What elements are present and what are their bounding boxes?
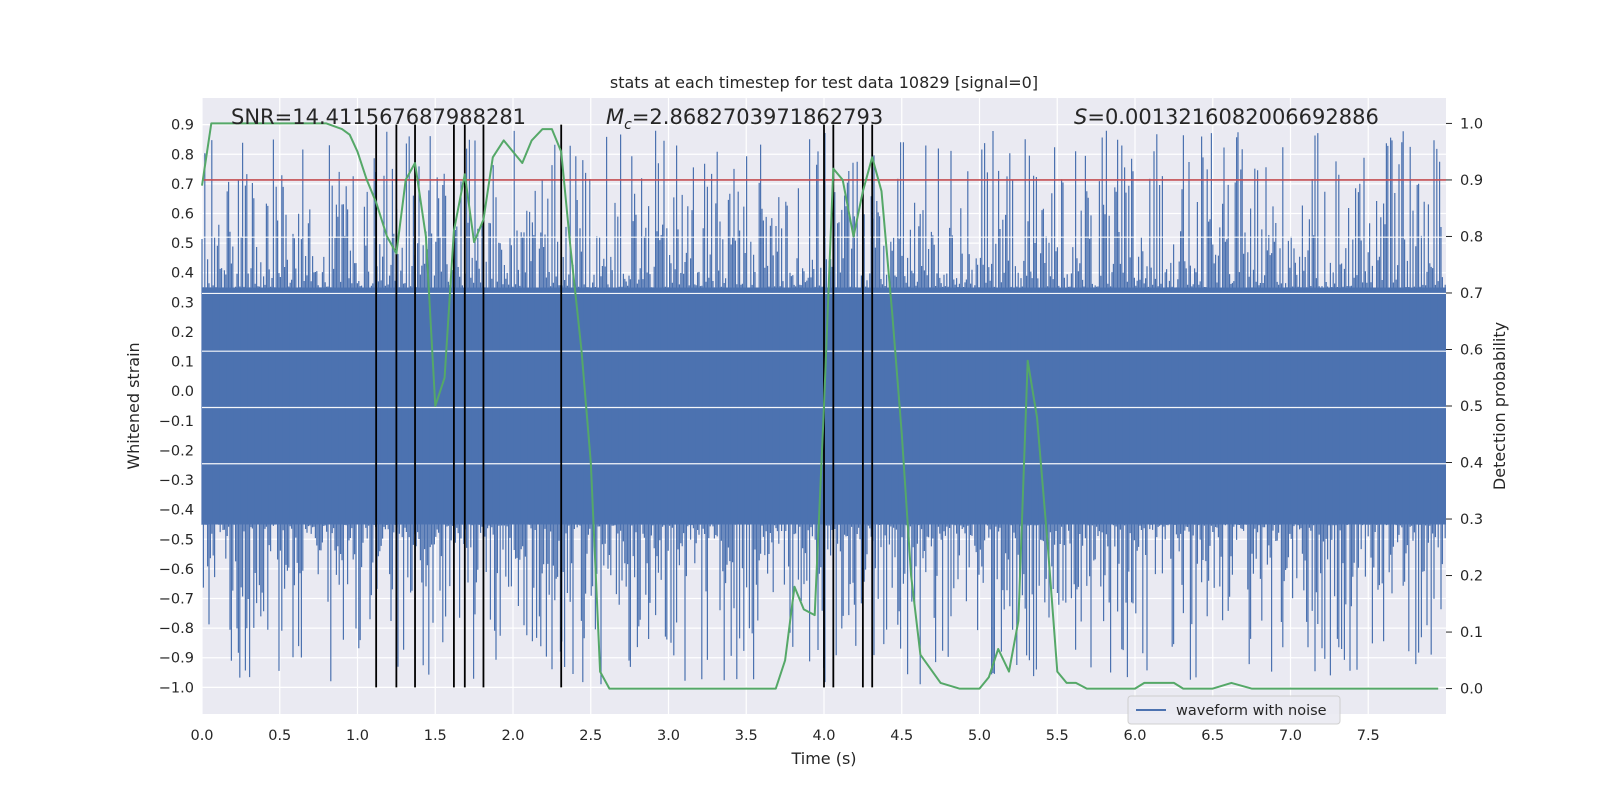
x-tick-label: 7.0 (1279, 728, 1302, 744)
y-tick-label: 0.2 (171, 325, 194, 341)
y2-tick-label: 0.0 (1460, 682, 1483, 698)
x-tick-label: 1.5 (424, 728, 447, 744)
y-tick-label: 0.4 (171, 266, 194, 282)
y2-tick-label: 0.9 (1460, 173, 1483, 189)
x-tick-label: 6.5 (1201, 728, 1224, 744)
noise-waveform (201, 130, 1446, 685)
y-tick-label: −0.7 (159, 592, 194, 608)
y2-tick-label: 0.4 (1460, 456, 1483, 472)
x-tick-label: 0.0 (190, 728, 213, 744)
legend-box (1127, 695, 1341, 725)
y-tick-label: −0.6 (159, 562, 194, 578)
y-axis-label: Whitened strain (124, 342, 143, 469)
x-tick-label: 6.0 (1123, 728, 1146, 744)
y2-tick-label: 0.1 (1460, 625, 1483, 641)
mc-subscript: c (624, 117, 632, 133)
mc-annotation: Mc=2.8682703971862793 (606, 105, 883, 133)
y-tick-label: −0.9 (159, 651, 194, 667)
x-tick-label: 7.5 (1357, 728, 1380, 744)
s-annotation: S=0.0013216082006692886 (1074, 105, 1379, 129)
y-tick-label: −0.5 (159, 532, 194, 548)
y-tick-label: 0.9 (171, 118, 194, 134)
y2-axis-label: Detection probability (1490, 322, 1509, 490)
chart-title: stats at each timestep for test data 108… (610, 73, 1038, 92)
mc-value: =2.8682703971862793 (632, 105, 883, 129)
y-tick-labels: 0.9 0.8 0.7 0.6 0.5 0.4 0.3 0.2 0.1 0.0 −0.1 −0.2 −0… (159, 118, 194, 697)
legend-label: waveform with noise (1176, 703, 1327, 719)
y-tick-label: −1.0 (159, 680, 194, 696)
snr-annotation: SNR=14.411567687988281 (231, 105, 526, 129)
y-tick-label: −0.1 (159, 414, 194, 430)
y-tick-label: 0.8 (171, 147, 194, 163)
y-tick-label: −0.8 (159, 621, 194, 637)
y2-tick-label: 0.3 (1460, 512, 1483, 528)
x-tick-label: 0.5 (268, 728, 291, 744)
x-tick-label: 5.0 (968, 728, 991, 744)
y2-tick-label: 1.0 (1460, 116, 1483, 132)
detection-series (201, 122, 1439, 690)
y-tick-label: −0.2 (159, 443, 194, 459)
x-tick-label: 4.5 (890, 728, 913, 744)
s-value: =0.0013216082006692886 (1087, 105, 1379, 129)
s-symbol: S (1074, 105, 1087, 129)
x-tick-label: 3.0 (657, 728, 680, 744)
y2-tick-labels: 1.0 0.9 0.8 0.7 0.6 0.5 0.4 0.3 0.2 0.1 0.0 (1446, 116, 1483, 698)
x-tick-label: 5.5 (1046, 728, 1069, 744)
detection-probability-line (201, 122, 1439, 690)
x-tick-label: 2.0 (501, 728, 524, 744)
y-tick-label: 0.5 (171, 236, 194, 252)
y-tick-label: 0.0 (171, 384, 194, 400)
y-tick-label: −0.3 (159, 473, 194, 489)
y-tick-label: −0.4 (159, 503, 194, 519)
y2-tick-label: 0.6 (1460, 342, 1483, 358)
y2-tick-label: 0.5 (1460, 399, 1483, 415)
mc-symbol: M (606, 105, 624, 129)
y2-tick-label: 0.2 (1460, 569, 1483, 585)
x-tick-label: 1.0 (346, 728, 369, 744)
legend: waveform with noise (1127, 695, 1341, 725)
y-tick-label: 0.1 (171, 355, 194, 371)
y-tick-label: 0.6 (171, 207, 194, 223)
x-tick-label: 2.5 (579, 728, 602, 744)
x-tick-label: 3.5 (735, 728, 758, 744)
x-axis-label: Time (s) (790, 749, 856, 768)
y-tick-label: 0.3 (171, 295, 194, 311)
y2-tick-label: 0.8 (1460, 229, 1483, 245)
y-tick-label: 0.7 (171, 177, 194, 193)
x-tick-labels: 0.0 0.5 1.0 1.5 2.0 2.5 3.0 3.5 4.0 4.5 5.0 5.5 6.0 6… (190, 728, 1379, 744)
y2-tick-label: 0.7 (1460, 286, 1483, 302)
x-tick-label: 4.0 (812, 728, 835, 744)
